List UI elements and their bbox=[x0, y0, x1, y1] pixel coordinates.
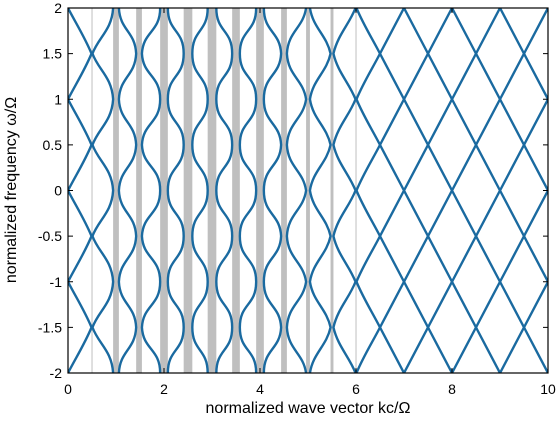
dispersion-curve bbox=[522, 8, 548, 373]
dispersion-curve bbox=[285, 8, 308, 373]
dispersion-curve bbox=[355, 8, 382, 373]
dispersion-curve bbox=[68, 8, 93, 373]
y-tick-label: 0 bbox=[54, 183, 62, 199]
dispersion-curve bbox=[91, 8, 115, 373]
band-gap bbox=[256, 8, 264, 373]
dispersion-curve bbox=[474, 8, 502, 373]
x-axis-label: normalized wave vector kc/Ω bbox=[206, 400, 411, 417]
dispersion-curve bbox=[117, 8, 138, 373]
dispersion-curve bbox=[191, 8, 209, 373]
band-gap bbox=[183, 8, 193, 373]
y-tick-label: 1.5 bbox=[43, 46, 63, 62]
band-gap bbox=[113, 8, 119, 373]
y-tick-label: -1 bbox=[50, 274, 63, 290]
dispersion-curve bbox=[308, 8, 332, 373]
y-tick-label: 1 bbox=[54, 91, 62, 107]
dispersion-curve bbox=[450, 8, 478, 373]
dispersion-curve bbox=[378, 8, 406, 373]
dispersion-curve bbox=[238, 8, 258, 373]
axes-layer: 0 2 4 6 8 10 -2 -1.5 -1 -0.5 0 0.5 1 1.5 2 bbox=[38, 0, 556, 397]
x-tick-label: 6 bbox=[352, 381, 360, 397]
dispersion-curve bbox=[426, 8, 454, 373]
gap-layer bbox=[91, 8, 357, 373]
x-tick-label: 2 bbox=[160, 381, 168, 397]
band-gap bbox=[330, 8, 334, 373]
band-gap bbox=[136, 8, 142, 373]
y-tick-label: -2 bbox=[50, 365, 63, 381]
curve-layer bbox=[68, 8, 548, 373]
dispersion-curve bbox=[166, 8, 185, 373]
y-tick-label: -1.5 bbox=[38, 319, 62, 335]
band-gap bbox=[306, 8, 310, 373]
band-gap bbox=[232, 8, 240, 373]
dispersion-curve bbox=[215, 8, 234, 373]
x-tick-label: 8 bbox=[448, 381, 456, 397]
band-gap bbox=[207, 8, 217, 373]
band-gap bbox=[160, 8, 168, 373]
x-tick-label: 10 bbox=[540, 381, 556, 397]
y-tick-label: 2 bbox=[54, 0, 62, 16]
dispersion-curve bbox=[140, 8, 162, 373]
y-tick-label: -0.5 bbox=[38, 228, 62, 244]
dispersion-curve bbox=[402, 8, 430, 373]
y-tick-label: 0.5 bbox=[43, 137, 63, 153]
x-tick-label: 0 bbox=[64, 381, 72, 397]
y-axis-label: normalized frequency ω/Ω bbox=[3, 97, 20, 283]
dispersion-curve bbox=[332, 8, 357, 373]
x-tick-label: 4 bbox=[256, 381, 264, 397]
band-gap bbox=[281, 8, 287, 373]
band-gap bbox=[91, 8, 93, 373]
dispersion-curve bbox=[498, 8, 526, 373]
dispersion-curve bbox=[262, 8, 283, 373]
